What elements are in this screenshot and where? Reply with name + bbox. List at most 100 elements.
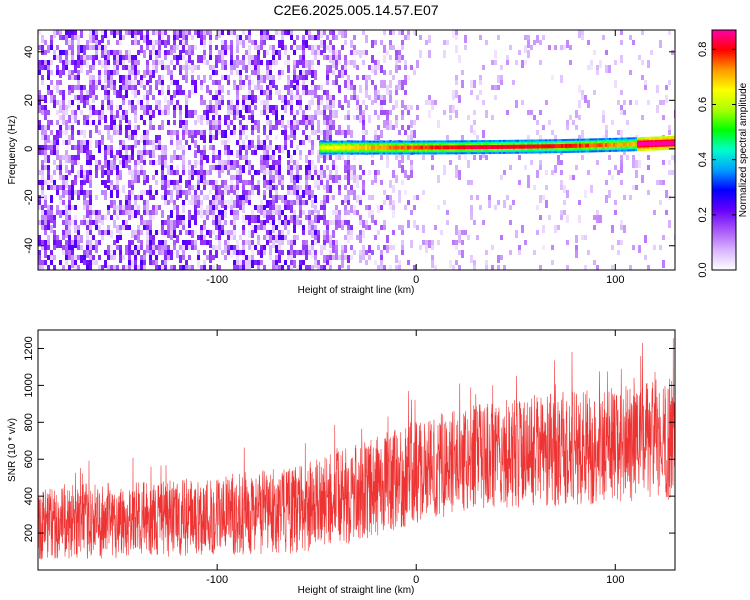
spectrogram-cell [47, 135, 50, 143]
spectrogram-cell [164, 180, 167, 188]
spectrogram-cell [344, 130, 347, 138]
spectrogram-cell [257, 140, 260, 145]
spectrogram-cell [302, 90, 305, 95]
spectrogram-cell [170, 265, 173, 270]
spectrogram-cell [284, 95, 287, 103]
spectrogram-cell [326, 80, 329, 85]
spectrogram-cell [146, 35, 149, 40]
spectrogram-cell [524, 60, 527, 65]
spectrogram-cell [395, 100, 398, 108]
spectrogram-cell [194, 245, 197, 250]
spectrogram-cell [149, 215, 152, 220]
spectrogram-cell [326, 220, 329, 228]
spectrogram-cell [431, 165, 434, 170]
spectrogram-cell [119, 200, 122, 205]
spectrogram-cell [149, 255, 152, 260]
spectrogram-cell [287, 30, 290, 35]
spectrogram-cell [386, 245, 389, 253]
spectrogram-cell [158, 230, 161, 235]
spectrogram-cell [362, 245, 365, 250]
spectrogram-cell [299, 60, 302, 65]
spectrogram-cell [116, 130, 119, 135]
spectrogram-cell [176, 165, 179, 170]
spectrogram-cell [260, 90, 263, 95]
spectrogram-cell [95, 35, 98, 43]
spectrogram-cell [482, 65, 485, 70]
spectrogram-cell [143, 35, 146, 43]
spectrogram-cell [398, 30, 401, 35]
spectrogram-cell [509, 220, 512, 225]
spectrogram-cell [152, 245, 155, 250]
spectrogram-cell [326, 125, 329, 130]
spectrogram-cell [68, 125, 71, 130]
spectrogram-cell [221, 140, 224, 145]
spectrogram-cell [59, 35, 62, 40]
signal-band-cell [437, 145, 439, 150]
spectrogram-cell [56, 135, 59, 140]
spectrogram-cell [419, 245, 422, 250]
spectrogram-cell [227, 125, 230, 130]
spectrogram-cell [86, 120, 89, 125]
spectrogram-cell [353, 155, 356, 160]
spectrogram-cell [152, 60, 155, 68]
spectrogram-cell [182, 135, 185, 140]
spectrogram-cell [317, 85, 320, 90]
spectrogram-cell [287, 165, 290, 173]
spectrogram-cell [638, 55, 641, 60]
spectrogram-cell [296, 75, 299, 80]
spectrogram-cell [302, 260, 305, 265]
spectrogram-cell [563, 210, 566, 215]
spectrogram-cell [176, 155, 179, 160]
spectrogram-cell [47, 225, 50, 230]
spectrogram-cell [77, 80, 80, 88]
spectrogram-cell [131, 90, 134, 95]
spectrogram-cell [362, 75, 365, 80]
spectrogram-cell [281, 235, 284, 240]
spectrogram-cell [230, 165, 233, 170]
spectrogram-cell [551, 245, 554, 250]
spectrogram-cell [116, 190, 119, 198]
spectrogram-cell [65, 165, 68, 173]
spectrogram-cell [161, 155, 164, 163]
spectrogram-cell [89, 240, 92, 245]
spectrogram-cell [203, 260, 206, 265]
spectrogram-cell [314, 55, 317, 60]
spectrogram-cell [398, 260, 401, 265]
signal-band-cell [481, 145, 483, 150]
spectrogram-cell [101, 60, 104, 68]
spectrogram-cell [89, 205, 92, 210]
spectrogram-cell [134, 85, 137, 90]
signal-band-cell [389, 145, 391, 150]
spectrogram-cell [155, 170, 158, 175]
spectrogram-cell [218, 265, 221, 270]
spectrogram-cell [635, 160, 638, 168]
spectrogram-cell [179, 190, 182, 198]
spectrogram-cell [119, 105, 122, 110]
signal-band-cell [441, 145, 443, 150]
spectrogram-cell [59, 105, 62, 113]
spectrogram-cell [296, 120, 299, 125]
spectrogram-cell [383, 190, 386, 195]
spectrogram-cell [308, 165, 311, 173]
spectrogram-cell [293, 220, 296, 225]
spectrogram-cell [509, 250, 512, 255]
spectrogram-cell [359, 250, 362, 255]
spectrogram-cell [344, 55, 347, 60]
spectrogram-cell [233, 215, 236, 220]
spectrogram-cell [107, 100, 110, 105]
spectrogram-cell [296, 45, 299, 50]
spectrogram-cell [605, 125, 608, 130]
signal-band-cell [399, 145, 401, 150]
spectrogram-cell [50, 215, 53, 223]
spectrogram-cell [71, 35, 74, 43]
spectrogram-cell [212, 215, 215, 223]
spectrogram-cell [290, 205, 293, 213]
spectrogram-cell [443, 50, 446, 58]
signal-band-cell [477, 145, 479, 150]
spectrogram-cell [95, 80, 98, 85]
signal-band-cell [583, 143, 585, 148]
spectrogram-cell [272, 265, 275, 270]
spectrogram-cell [272, 80, 275, 88]
spectrogram-cell [74, 260, 77, 265]
spectrogram-cell [257, 265, 260, 270]
